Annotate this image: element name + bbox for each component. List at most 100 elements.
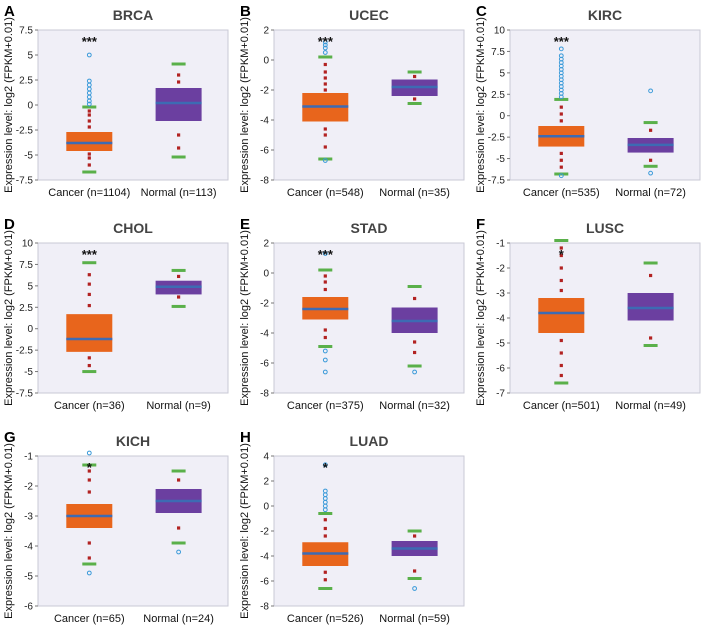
- data-point: [649, 128, 653, 132]
- cancer-group: [66, 261, 113, 374]
- data-point: [323, 518, 327, 522]
- data-point: [323, 570, 327, 574]
- y-axis-label: Expression level: log2 (FPKM+0.01): [239, 443, 251, 619]
- data-point: [323, 287, 327, 292]
- data-point: [559, 278, 563, 283]
- y-tick-label: -5: [24, 572, 33, 583]
- data-point: [177, 146, 181, 150]
- data-point: [323, 526, 327, 531]
- y-tick-label: -2.5: [488, 133, 506, 144]
- data-point: [559, 338, 563, 343]
- data-point: [323, 70, 327, 74]
- panel-title: LUSC: [586, 220, 624, 236]
- cancer-box: [66, 314, 113, 352]
- data-point: [559, 119, 563, 123]
- normal-category-label: Normal (n=24): [143, 613, 214, 625]
- outlier-point: [322, 50, 328, 55]
- cancer-group: [66, 52, 113, 174]
- y-tick-label: -4: [260, 329, 269, 340]
- data-point: [87, 478, 91, 482]
- significance-marker: *: [323, 460, 329, 475]
- panel-title: KICH: [116, 433, 150, 449]
- y-tick-label: 10: [22, 239, 34, 250]
- panel-d: D CHOL -7.5 -5 -2.5 0 2.5 5 7.5 10 Expression leve…: [3, 216, 229, 412]
- data-point: [87, 556, 91, 560]
- y-tick-label: 7.5: [491, 47, 505, 58]
- outlier-point: [412, 369, 418, 375]
- y-tick-label: -4: [496, 314, 505, 325]
- data-point: [87, 356, 91, 360]
- y-tick-label: -5: [496, 154, 505, 165]
- data-point: [413, 534, 417, 538]
- outlier-point: [86, 101, 92, 107]
- outlier-point: [558, 53, 564, 59]
- y-tick-label: 0: [27, 324, 33, 335]
- y-tick-label: 7.5: [19, 26, 33, 37]
- y-axis-label: Expression level: log2 (FPKM+0.01): [239, 17, 251, 193]
- normal-group: [391, 285, 438, 375]
- cancer-group: [66, 450, 113, 576]
- y-tick-label: -3: [496, 289, 505, 300]
- data-point: [413, 74, 417, 79]
- data-point: [177, 73, 181, 77]
- significance-marker: ***: [82, 247, 98, 262]
- data-point: [649, 273, 653, 278]
- y-tick-label: -3: [24, 512, 33, 523]
- cancer-box: [538, 298, 585, 333]
- panel-letter: E: [240, 216, 250, 233]
- normal-group: [391, 529, 438, 591]
- outlier-point: [86, 450, 92, 456]
- data-point: [177, 133, 181, 137]
- data-point: [559, 105, 563, 109]
- panel-letter: H: [240, 429, 251, 446]
- cancer-category-label: Cancer (n=375): [287, 400, 364, 412]
- data-point: [87, 113, 91, 117]
- data-point: [559, 246, 563, 250]
- y-axis-label: Expression level: log2 (FPKM+0.01): [3, 443, 15, 619]
- data-point: [559, 363, 563, 368]
- y-tick-label: 2: [263, 477, 269, 488]
- cancer-category-label: Cancer (n=548): [287, 187, 364, 199]
- outlier-point: [322, 45, 328, 51]
- panel-letter: B: [240, 3, 251, 20]
- data-point: [323, 88, 327, 92]
- data-point: [177, 526, 181, 530]
- data-point: [87, 303, 91, 308]
- y-tick-label: -2.5: [16, 346, 34, 357]
- data-point: [323, 534, 327, 538]
- y-tick-label: -2: [496, 264, 505, 275]
- y-tick-label: 5: [27, 281, 33, 292]
- normal-group: [155, 62, 202, 159]
- outlier-point: [558, 173, 564, 179]
- data-point: [87, 163, 91, 167]
- panel-letter: A: [4, 3, 15, 20]
- y-tick-label: 0: [263, 502, 269, 513]
- y-tick-label: -2: [260, 86, 269, 97]
- panel-title: UCEC: [349, 7, 389, 23]
- y-tick-label: -5: [24, 367, 33, 378]
- data-point: [87, 156, 91, 160]
- data-point: [559, 253, 563, 258]
- y-tick-label: 4: [263, 452, 269, 463]
- cancer-category-label: Cancer (n=65): [54, 613, 125, 625]
- data-point: [87, 125, 91, 129]
- data-point: [87, 292, 91, 297]
- data-point: [649, 336, 653, 340]
- y-tick-label: -6: [496, 364, 505, 375]
- data-point: [323, 335, 327, 340]
- normal-category-label: Normal (n=59): [379, 613, 450, 625]
- y-axis-label: Expression level: log2 (FPKM+0.01): [475, 17, 487, 193]
- data-point: [177, 80, 181, 84]
- y-tick-label: 2.5: [491, 90, 505, 101]
- cancer-group: [302, 39, 349, 163]
- panel-title: LUAD: [350, 433, 389, 449]
- data-point: [323, 328, 327, 332]
- cancer-category-label: Cancer (n=501): [523, 400, 600, 412]
- panel-letter: F: [476, 216, 485, 233]
- y-tick-label: 0: [27, 101, 33, 112]
- panel-a: A BRCA -7.5 -5 -2.5 0 2.5 5 7.5 Expression level:…: [3, 3, 229, 199]
- y-tick-label: -1: [24, 452, 33, 463]
- cancer-category-label: Cancer (n=1104): [48, 187, 130, 199]
- y-tick-label: 2.5: [19, 303, 33, 314]
- y-tick-label: -6: [260, 577, 269, 588]
